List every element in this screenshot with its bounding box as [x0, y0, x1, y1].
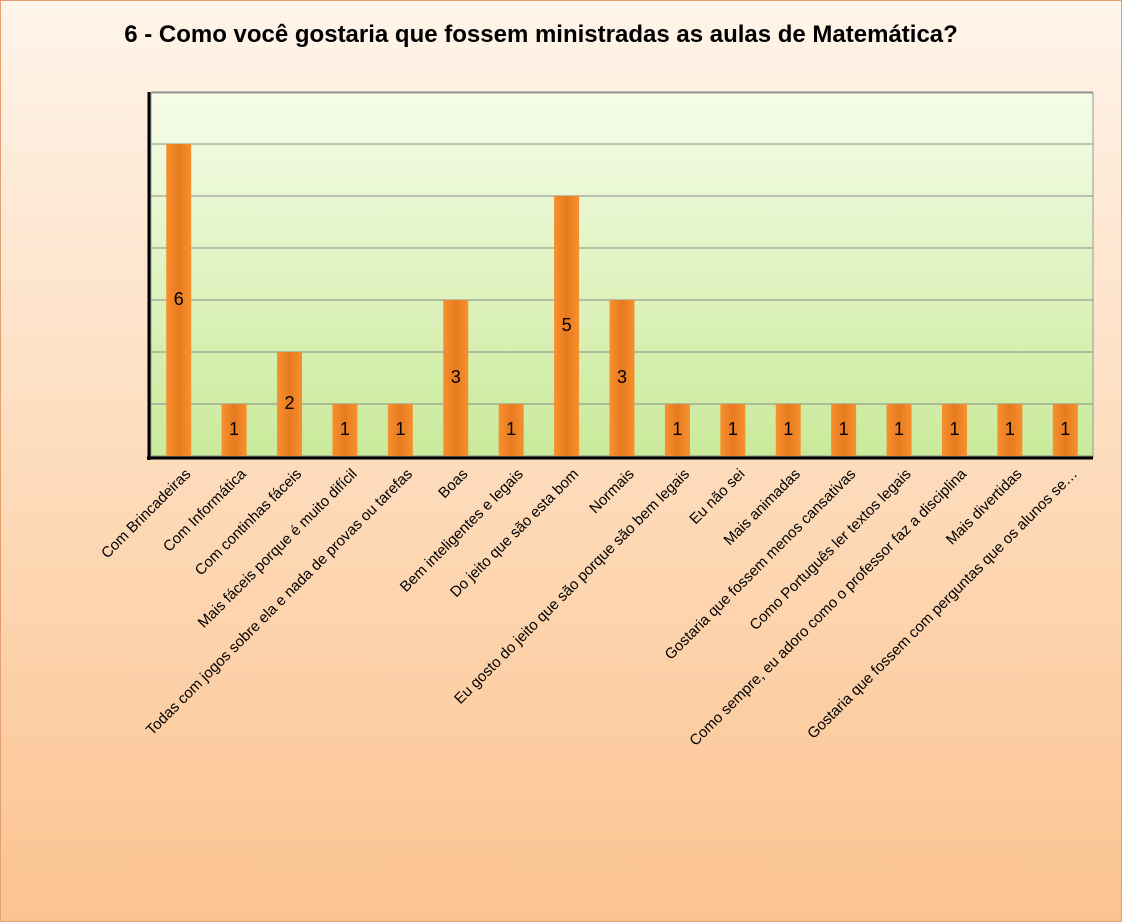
data-label: 1 — [506, 419, 516, 439]
data-label: 6 — [174, 289, 184, 309]
x-tick-label: Boas — [435, 466, 471, 502]
bar — [277, 352, 303, 456]
bar — [554, 196, 580, 456]
data-label: 1 — [783, 419, 793, 439]
data-label: 1 — [672, 419, 682, 439]
bar — [387, 404, 413, 456]
data-label: 1 — [1005, 419, 1015, 439]
data-label: 1 — [340, 419, 350, 439]
data-label: 1 — [395, 419, 405, 439]
bar — [221, 404, 247, 456]
data-label: 1 — [1060, 419, 1070, 439]
bar — [498, 404, 524, 456]
bar — [886, 404, 912, 456]
data-label: 5 — [562, 315, 572, 335]
data-label: 3 — [451, 367, 461, 387]
x-tick-label: Com continhas fáceis — [192, 466, 305, 579]
data-label: 2 — [285, 393, 295, 413]
x-tick-label: Normais — [586, 466, 638, 518]
data-label: 1 — [894, 419, 904, 439]
x-tick-label: Todas com jogos sobre ela e nada de prov… — [143, 466, 416, 739]
data-label: 1 — [728, 419, 738, 439]
data-label: 3 — [617, 367, 627, 387]
data-label: 1 — [229, 419, 239, 439]
x-tick-label: Gostaria que fossem com perguntas que os… — [804, 466, 1081, 743]
bar — [443, 300, 469, 456]
bar — [775, 404, 801, 456]
bar — [664, 404, 690, 456]
bar — [166, 144, 192, 456]
data-label: 1 — [839, 419, 849, 439]
bar — [941, 404, 967, 456]
bar — [720, 404, 746, 456]
bar — [609, 300, 635, 456]
bar — [1052, 404, 1078, 456]
chart-title: 6 - Como você gostaria que fossem minist… — [124, 21, 958, 48]
bar — [997, 404, 1023, 456]
bar — [831, 404, 857, 456]
x-tick-label: Gostaria que fossem menos cansativas — [662, 466, 860, 664]
data-label: 1 — [949, 419, 959, 439]
bar — [332, 404, 358, 456]
